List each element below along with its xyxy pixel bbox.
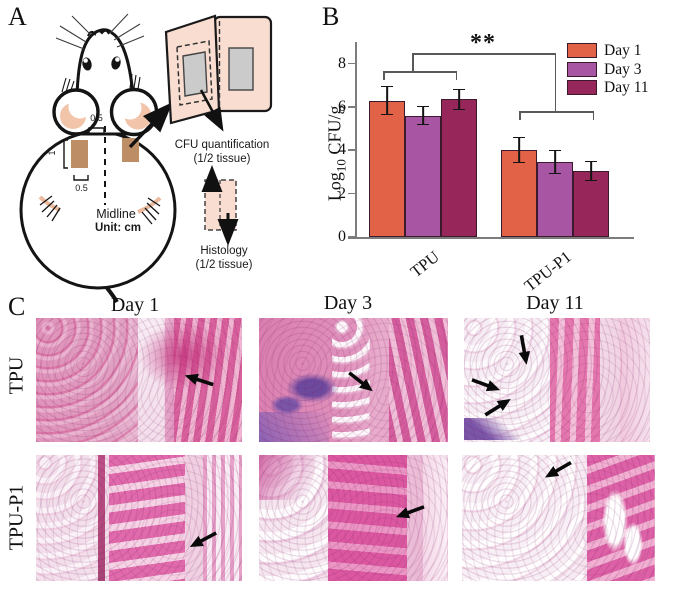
sig-bracket-tpu-left-tick [383, 71, 385, 80]
y-tick-label-2: 2 [338, 184, 346, 202]
mouse-left-claws [39, 195, 61, 222]
legend-swatch-Day 11 [567, 80, 597, 95]
y-tickmark-0 [348, 236, 355, 238]
dim-bracket-top [88, 127, 105, 133]
sig-bracket-tpup1 [519, 111, 594, 113]
y-tickmark-8 [348, 62, 355, 65]
bar-TPU-Day 3 [405, 115, 441, 237]
row-label-tpup1: TPU-P1 [5, 484, 28, 551]
sig-connector-left [412, 53, 414, 72]
micrograph-tpup1-day3 [259, 455, 448, 581]
legend-label-Day 1: Day 1 [604, 42, 642, 59]
panel-a-label: A [8, 2, 27, 31]
bar-TPU-Day 11 [441, 99, 477, 237]
bar-TPU-P1-Day 11 [573, 170, 609, 237]
cfu-quantification-label: CFU quantification [174, 139, 270, 151]
mouse-left-limb [38, 195, 61, 212]
annotation-arrow-icon [190, 531, 218, 548]
legend-item-Day 3: Day 3 [567, 60, 667, 78]
y-tick-label-4: 4 [338, 141, 346, 159]
y-tickmark-4 [348, 149, 355, 152]
error-bar-TPU-P1-Day 11 [585, 161, 597, 181]
legend-swatch-Day 3 [567, 61, 597, 77]
panel-c-label: C [8, 292, 26, 321]
panel-b-label: B [322, 2, 340, 31]
annotation-arrow-icon [348, 371, 373, 392]
dim-left-value: 1 [47, 150, 57, 156]
implant-left [71, 140, 88, 168]
dim-top-value: 0.5 [90, 113, 103, 123]
y-tickmark-2 [348, 192, 355, 195]
error-bar-TPU-Day 1 [381, 86, 393, 115]
micrograph-tpup1-day11 [462, 455, 655, 581]
error-bar-TPU-P1-Day 3 [549, 150, 561, 175]
histology-tissue-fraction-label: (1/2 tissue) [195, 259, 253, 271]
histology-label: Histology [200, 245, 248, 257]
bar-TPU-P1-Day 1 [501, 150, 537, 237]
sig-connector-right [554, 53, 557, 111]
mouse-whiskers [55, 13, 145, 50]
mouse-eyes [82, 56, 121, 71]
x-label-TPU-P1: TPU-P1 [520, 247, 575, 296]
implant-in-left-flap [182, 51, 208, 97]
implant-to-inset-arrow [128, 102, 173, 149]
legend-label-Day 3: Day 3 [604, 60, 642, 78]
unit-label: Unit: cm [95, 222, 141, 234]
bar-TPU-Day 1 [369, 100, 405, 237]
implant-in-right-flap [228, 47, 254, 91]
micrograph-tpu-day3 [259, 318, 448, 442]
legend-item-Day 11: Day 11 [567, 79, 667, 96]
mouse-implant-diagram [19, 13, 273, 304]
legend-swatch-Day 1 [567, 43, 597, 58]
dim-bracket-left [63, 139, 68, 169]
annotation-arrow-icon [185, 373, 215, 386]
sig-bracket-tpup1-left-tick [519, 111, 521, 120]
error-bar-TPU-Day 11 [453, 88, 465, 111]
mouse-left-ear [52, 88, 100, 136]
micrograph-tpup1-day1 [36, 455, 242, 581]
mouse-nose [87, 29, 110, 37]
ear-fur-right [129, 73, 141, 90]
row-label-tpu: TPU [5, 356, 28, 395]
legend-label-Day 11: Day 11 [604, 79, 649, 96]
mouse-right-claws [141, 197, 161, 225]
y-axis-spine [355, 42, 358, 239]
annotation-arrow-icon [545, 460, 572, 478]
column-header-day11: Day 11 [526, 292, 584, 314]
x-axis-spine [348, 237, 634, 240]
midline-label: Midline [96, 207, 136, 221]
significance-stars: ** [470, 30, 496, 56]
micrograph-tpu-day11 [464, 318, 650, 442]
cfu-tissue-fraction-label: (1/2 tissue) [193, 153, 251, 165]
excision-dashed-outline [176, 40, 213, 106]
flap-to-cfu-arrow [199, 89, 224, 132]
annotation-arrow-icon [471, 377, 501, 391]
sig-bracket-tpup1-right-tick [592, 111, 595, 120]
column-header-day1: Day 1 [110, 294, 160, 316]
y-tick-label-8: 8 [338, 54, 346, 72]
y-tick-label-0: 0 [338, 228, 346, 245]
annotation-arrow-icon [483, 398, 511, 417]
annotation-arrow-icon [395, 505, 425, 519]
y-tick-label-6: 6 [338, 98, 346, 115]
legend-item-Day 1: Day 1 [567, 42, 667, 59]
sig-bracket-tpu-right-tick [455, 71, 458, 80]
micrograph-tpu-day1 [36, 318, 242, 442]
bar-TPU-P1-Day 3 [537, 162, 573, 237]
annotation-arrow-icon [518, 334, 530, 365]
sig-bracket-tpu [383, 71, 457, 73]
x-label-TPU: TPU [406, 247, 443, 282]
column-header-day3: Day 3 [323, 292, 373, 314]
error-bar-TPU-Day 3 [417, 105, 429, 126]
sig-main-line [412, 53, 556, 55]
error-bar-TPU-P1-Day 1 [513, 137, 525, 164]
dim-bottom-value: 0.5 [75, 183, 88, 193]
y-tickmark-6 [348, 106, 355, 108]
dim-bracket-bottom [73, 175, 89, 181]
